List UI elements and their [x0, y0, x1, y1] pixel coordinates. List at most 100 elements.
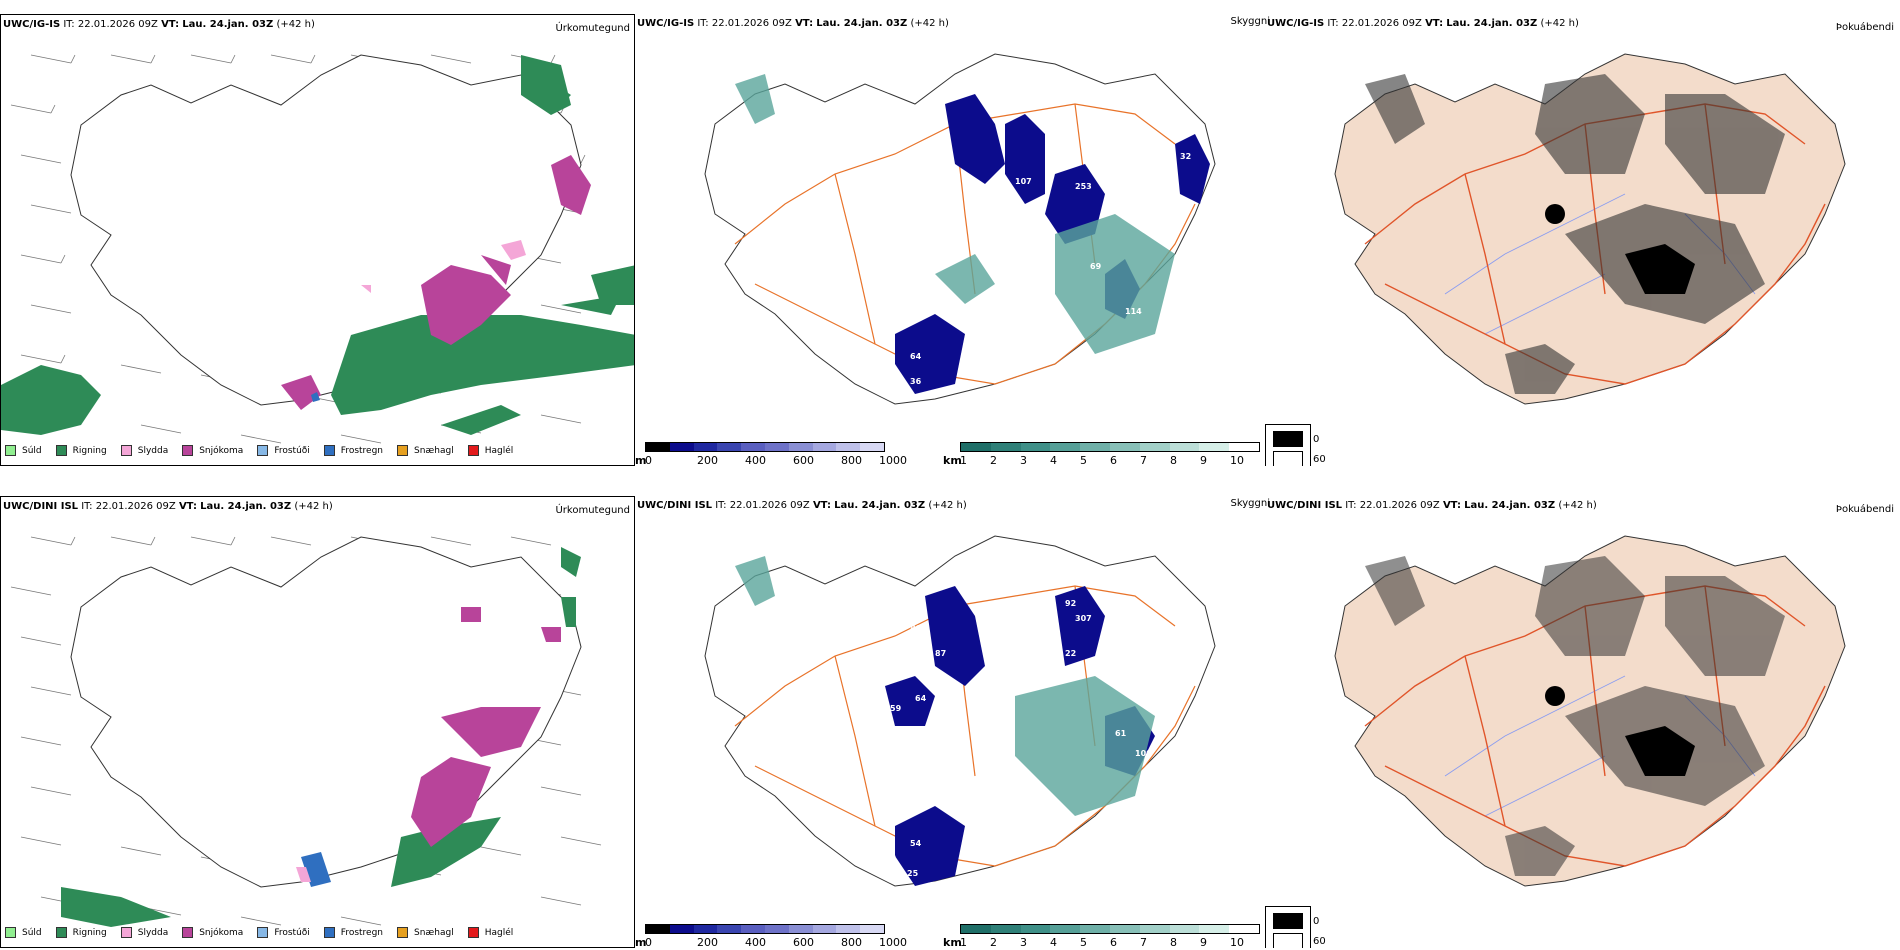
panel-header: UWC/DINI ISL IT: 22.01.2026 09Z VT: Lau.…	[3, 501, 333, 512]
cloud-number: 114	[1125, 307, 1142, 316]
cloud-number: 32	[1180, 152, 1191, 161]
tick: 200	[697, 936, 718, 948]
low-cloud-areas	[895, 94, 1210, 394]
legend-item: Frostúði	[257, 445, 310, 456]
tick: 600	[793, 454, 814, 466]
fog-map	[1334, 535, 1846, 887]
tick: 7	[1140, 936, 1147, 948]
precip-panel-top: UWC/IG-IS IT: 22.01.2026 09Z VT: Lau. 24…	[0, 14, 635, 466]
cloud-number: 59	[890, 704, 902, 713]
fog-map	[1334, 53, 1846, 405]
panel-header: UWC/DINI ISL IT: 22.01.2026 09Z VT: Lau.…	[1267, 500, 1597, 511]
cloud-number: 87	[935, 649, 946, 658]
cloud-number: 53	[885, 367, 896, 376]
tick: 1000	[879, 454, 907, 466]
tick: 10	[1230, 936, 1244, 948]
legend-item: Súld	[5, 445, 42, 456]
tick: 3	[1020, 454, 1027, 466]
tick: 800	[841, 936, 862, 948]
legend-item: Frostúði	[257, 927, 310, 938]
tick: 2	[990, 454, 997, 466]
legend-item: Haglél	[467, 445, 513, 456]
tick: 0	[645, 936, 652, 948]
tick: 8	[1170, 454, 1177, 466]
visibility-unit: km	[943, 454, 962, 466]
tick: 1000	[879, 936, 907, 948]
tick: 2	[990, 936, 997, 948]
legend-item: Slydda	[120, 445, 168, 456]
tick: 5	[1080, 454, 1087, 466]
cloudbase-colorbar	[645, 442, 885, 452]
precip-title: Úrkomutegund	[555, 505, 630, 516]
cloud-number: 80	[910, 624, 922, 633]
cloud-map: 84 73 110 88 113 107 66 100 132 253 32 6…	[704, 53, 1216, 405]
precip-map	[10, 536, 602, 927]
tick: 9	[1200, 936, 1207, 948]
cloud-number: 64	[915, 694, 927, 703]
panel-header: UWC/IG-IS IT: 22.01.2026 09Z VT: Lau. 24…	[637, 18, 949, 29]
cloud-map: 88 80 87 59 64 92 307 92 22 110 61 100 5…	[704, 535, 1216, 887]
fog-legend-item: 0	[1273, 431, 1319, 447]
tick: 5	[1080, 936, 1087, 948]
cloud-panel-bottom: UWC/DINI ISL IT: 22.01.2026 09Z VT: Lau.…	[635, 496, 1270, 948]
visibility-colorbar	[960, 924, 1260, 934]
legend-item: Rigning	[55, 445, 107, 456]
legend-item: Haglél	[467, 927, 513, 938]
cloud-number: 54	[910, 839, 922, 848]
legend-item: Snæhagl	[397, 927, 454, 938]
precip-panel-bottom: UWC/DINI ISL IT: 22.01.2026 09Z VT: Lau.…	[0, 496, 635, 948]
tick: 600	[793, 936, 814, 948]
tick: 7	[1140, 454, 1147, 466]
cloud-number: 36	[910, 377, 922, 386]
cloud-number: 66	[1015, 207, 1027, 216]
tick: 200	[697, 454, 718, 466]
cloud-number: 107	[1015, 177, 1032, 186]
cloud-number: 88	[875, 619, 887, 628]
dense-fog	[1545, 204, 1695, 294]
tick: 10	[1230, 454, 1244, 466]
cloud-title: Skyggni	[1230, 16, 1270, 27]
cloud-number: 100	[1135, 749, 1152, 758]
legend-item: Frostregn	[323, 927, 383, 938]
legend-item: Snjókoma	[182, 445, 243, 456]
cloud-number: 307	[1075, 614, 1092, 623]
tick: 0	[645, 454, 652, 466]
visibility-areas	[735, 74, 1175, 354]
precip-map	[1, 54, 634, 444]
precip-legend: Súld Rigning Slydda Snjókoma Frostúði Fr…	[5, 927, 527, 938]
fog-legend-item: 60	[1273, 451, 1326, 466]
visibility-unit: km	[943, 936, 962, 948]
fog-legend-item: 60	[1273, 933, 1326, 948]
cloud-number: 110	[975, 719, 992, 728]
cloud-number: 73	[910, 147, 921, 156]
snow-areas	[281, 155, 591, 410]
tick: 400	[745, 454, 766, 466]
tick: 800	[841, 454, 862, 466]
precip-legend: Súld Rigning Slydda Snjókoma Frostúði Fr…	[5, 445, 527, 456]
cloud-title: Skyggni	[1230, 498, 1270, 509]
cloud-base-labels: 84 73 110 88 113 107 66 100 132 253 32 6…	[880, 127, 1191, 386]
cloud-number: 110	[885, 187, 902, 196]
tick: 3	[1020, 936, 1027, 948]
tick: 8	[1170, 936, 1177, 948]
legend-item: Snjókoma	[182, 927, 243, 938]
cloud-number: 58	[885, 854, 897, 863]
cloud-number: 64	[910, 352, 922, 361]
legend-item: Rigning	[55, 927, 107, 938]
cloud-number: 92	[1065, 599, 1076, 608]
cloudbase-unit: m	[635, 454, 647, 466]
cloud-number: 61	[1115, 729, 1127, 738]
visibility-colorbar	[960, 442, 1260, 452]
cloud-number: 100	[1030, 257, 1047, 266]
cloud-panel-top: UWC/IG-IS IT: 22.01.2026 09Z VT: Lau. 24…	[635, 14, 1270, 466]
fog-title: Þokuábendi	[1835, 504, 1894, 515]
tick: 4	[1050, 936, 1057, 948]
fog-panel-top: UWC/IG-IS IT: 22.01.2026 09Z VT: Lau. 24…	[1265, 14, 1900, 466]
tick: 4	[1050, 454, 1057, 466]
fog-panel-bottom: UWC/DINI ISL IT: 22.01.2026 09Z VT: Lau.…	[1265, 496, 1900, 948]
cloud-number: 113	[935, 207, 952, 216]
tick: 400	[745, 936, 766, 948]
legend-item: Frostregn	[323, 445, 383, 456]
rain-areas	[1, 55, 634, 435]
tick: 6	[1110, 454, 1117, 466]
